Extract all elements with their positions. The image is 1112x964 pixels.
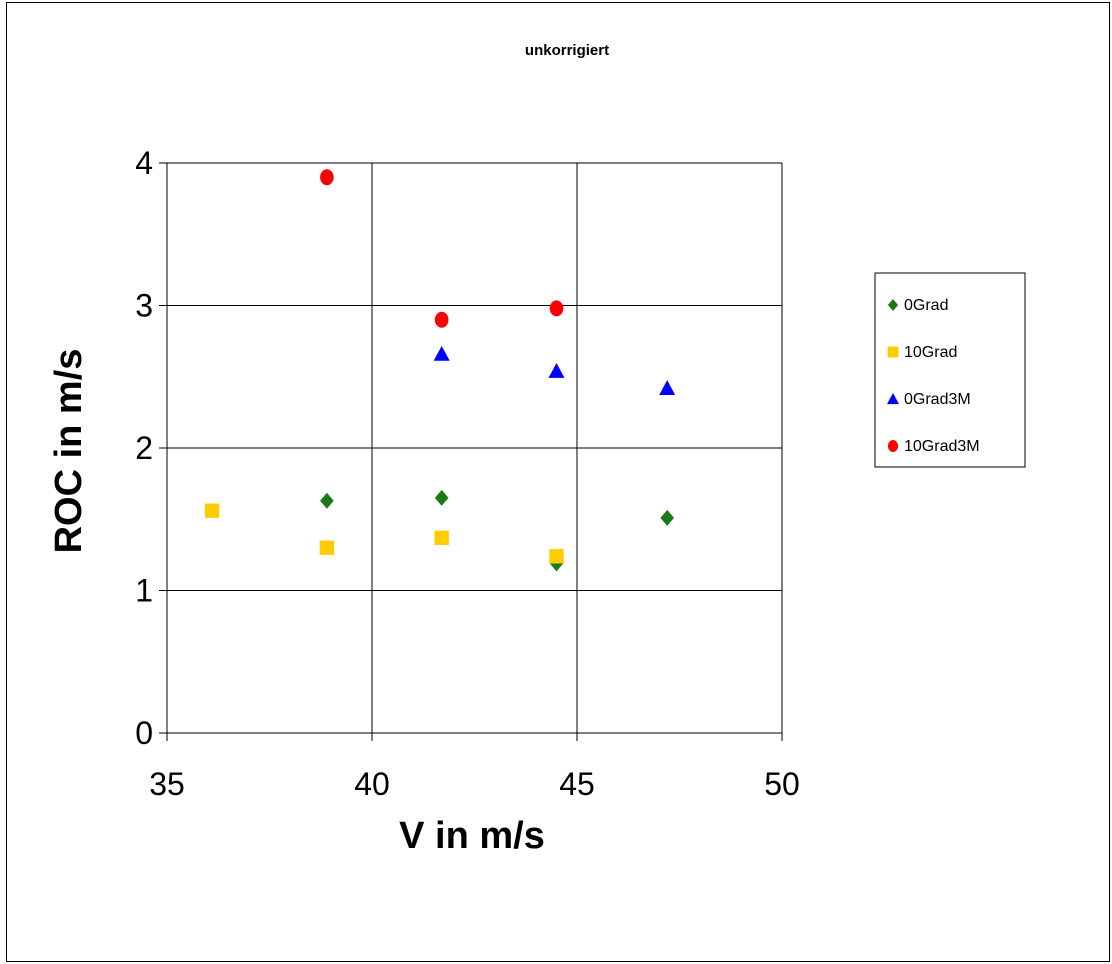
y-tick-label-1: 1 xyxy=(135,573,153,609)
point-10Grad-2 xyxy=(434,530,449,545)
legend-label-1: 10Grad xyxy=(904,344,957,361)
legend-marker-0 xyxy=(887,299,899,311)
scatter-chart: unkorrigiert 0 1 2 3 4 35 40 45 50 V in m/s ROC … xyxy=(48,42,1026,857)
legend-marker-2 xyxy=(887,393,899,405)
x-axis-label: V in m/s xyxy=(399,815,545,857)
y-axis-label: ROC in m/s xyxy=(48,349,90,554)
point-10Grad3M-1 xyxy=(434,311,449,328)
x-tick-label-0: 35 xyxy=(149,766,185,802)
point-10Grad-0 xyxy=(204,503,220,518)
chart-frame: unkorrigiert 0 1 2 3 4 35 40 45 50 V in m/s ROC … xyxy=(6,2,1110,962)
point-10Grad-1 xyxy=(319,540,335,555)
point-0Grad3M-0 xyxy=(433,345,450,361)
legend-label-2: 0Grad3M xyxy=(904,391,971,408)
grid xyxy=(167,162,783,733)
legend-label-0: 0Grad xyxy=(904,297,948,314)
legend-label-3: 10Grad3M xyxy=(904,438,980,455)
legend-marker-1 xyxy=(887,346,899,358)
point-0Grad-3 xyxy=(660,509,674,526)
point-0Grad-1 xyxy=(434,489,449,506)
y-tick-label-0: 0 xyxy=(135,715,153,751)
x-tick-label-1: 40 xyxy=(354,766,390,802)
point-10Grad3M-2 xyxy=(549,300,564,317)
y-tick-label-4: 4 xyxy=(135,145,153,181)
point-0Grad3M-1 xyxy=(548,363,565,378)
point-0Grad-0 xyxy=(320,492,334,509)
point-10Grad-3 xyxy=(549,549,564,564)
chart-title: unkorrigiert xyxy=(525,42,609,59)
tick-labels: 0 1 2 3 4 35 40 45 50 xyxy=(135,145,800,802)
data-points xyxy=(204,169,676,572)
legend: 0Grad 10Grad 0Grad3M 10Grad3M xyxy=(874,272,1026,468)
point-10Grad3M-0 xyxy=(320,169,334,186)
point-0Grad3M-2 xyxy=(659,380,676,395)
legend-marker-3 xyxy=(887,440,899,452)
y-tick-label-3: 3 xyxy=(135,288,153,324)
y-tick-label-2: 2 xyxy=(135,430,153,466)
x-tick-label-2: 45 xyxy=(559,766,595,802)
x-tick-label-3: 50 xyxy=(764,766,800,802)
legend-box xyxy=(874,272,1026,468)
axes xyxy=(159,162,783,741)
